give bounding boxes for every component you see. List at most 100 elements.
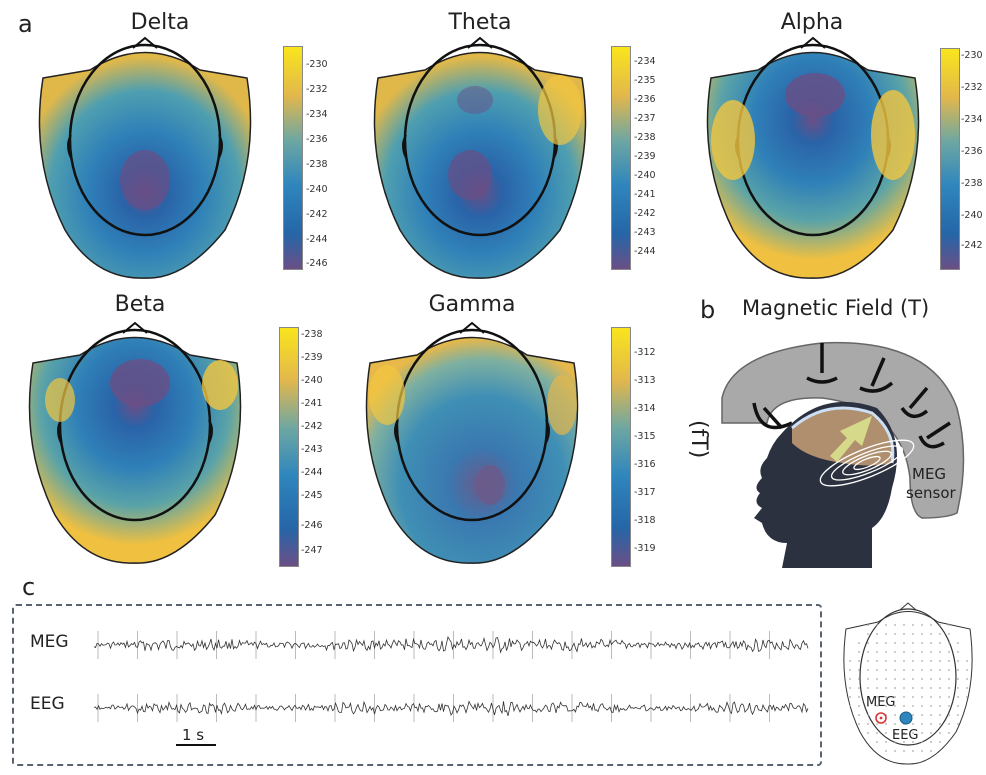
tick-label: -242: [634, 208, 656, 219]
sensor-dot: [948, 687, 950, 689]
sensor-dot: [966, 669, 968, 671]
sensor-dot: [939, 714, 941, 716]
sensor-dot: [912, 696, 914, 698]
colorbar-ticks-delta: -230 -232 -234 -236 -238 -240 -242 -244 …: [306, 46, 346, 269]
tick-label: -316: [634, 459, 656, 470]
sensor-dot: [885, 678, 887, 680]
sensor-dot: [930, 633, 932, 635]
sensor-dot: [903, 633, 905, 635]
sensor-dot: [921, 714, 923, 716]
sensor-dot: [948, 633, 950, 635]
tick-label: -245: [301, 490, 323, 501]
tick-label: -246: [306, 258, 328, 269]
tick-label: -238: [306, 159, 328, 170]
unit-label: (fT): [686, 420, 711, 459]
sensor-dot: [921, 678, 923, 680]
sensor-dot: [957, 669, 959, 671]
panel-b-title: Magnetic Field (T): [742, 296, 930, 320]
sensor-dot: [876, 660, 878, 662]
sensor-dot: [858, 669, 860, 671]
panel-label-a: a: [18, 10, 33, 38]
sensor-dot: [966, 678, 968, 680]
sensor-dot: [876, 669, 878, 671]
sensor-dot: [930, 624, 932, 626]
sensor-dot: [903, 687, 905, 689]
topomap-title-delta: Delta: [130, 10, 190, 35]
sensor-dot: [948, 678, 950, 680]
trace-label-meg: MEG: [30, 632, 69, 652]
sensor-dot: [858, 723, 860, 725]
colorbar-theta: [611, 46, 631, 270]
sensor-dot: [939, 669, 941, 671]
sensor-dot: [903, 732, 905, 734]
sensor-dot: [948, 714, 950, 716]
tick-label: -234: [634, 56, 656, 67]
sensor-dot: [894, 624, 896, 626]
sensor-dot: [939, 660, 941, 662]
sensor-dot: [912, 723, 914, 725]
sensor-dot: [966, 687, 968, 689]
sensor-dot: [894, 723, 896, 725]
sensor-dot: [858, 696, 860, 698]
sensor-dot: [912, 651, 914, 653]
tick-label: -230: [306, 59, 328, 70]
sensor-dot: [894, 633, 896, 635]
sensor-dot: [912, 633, 914, 635]
sensor-dot: [894, 642, 896, 644]
sensor-dot: [912, 750, 914, 752]
sensor-dot: [885, 633, 887, 635]
sensor-dot: [903, 741, 905, 743]
sensor-dot: [948, 696, 950, 698]
sensor-dot: [849, 687, 851, 689]
sensor-dot: [930, 714, 932, 716]
sensor-dot: [939, 624, 941, 626]
tick-label: -234: [961, 114, 983, 125]
sensor-dot: [894, 696, 896, 698]
inset-meg-label: MEG: [866, 695, 896, 710]
sensor-dot: [957, 678, 959, 680]
sensor-dot: [903, 642, 905, 644]
tick-label: -239: [301, 352, 323, 363]
sensor-dot: [894, 750, 896, 752]
sensor-dot: [912, 687, 914, 689]
sensor-dot: [921, 624, 923, 626]
sensor-dot: [894, 669, 896, 671]
tick-label: -232: [306, 84, 328, 95]
panel-label-b: b: [700, 296, 716, 324]
inset-eeg-label: EEG: [892, 728, 919, 743]
tick-label: -312: [634, 347, 656, 358]
tick-label: -240: [301, 375, 323, 386]
sensor-dot: [867, 678, 869, 680]
sensor-dot: [903, 660, 905, 662]
sensor-dot: [912, 714, 914, 716]
sensor-dot: [966, 660, 968, 662]
trace-label-eeg: EEG: [30, 694, 65, 714]
tick-label: -244: [301, 467, 323, 478]
sensor-dot: [939, 633, 941, 635]
sensor-dot: [930, 660, 932, 662]
sensor-dot: [921, 705, 923, 707]
tick-label: -242: [961, 240, 983, 251]
tick-label: -243: [634, 227, 656, 238]
colorbar-ticks-gamma: -312 -313 -314 -315 -316 -317 -318 -319: [634, 327, 664, 565]
sensor-dot: [930, 705, 932, 707]
sensor-dot: [921, 633, 923, 635]
trace-box: [12, 604, 822, 766]
sensor-dot: [858, 678, 860, 680]
meg-sensor-label-2: sensor: [906, 484, 956, 502]
tick-label: -247: [301, 545, 323, 556]
sensor-dot: [957, 714, 959, 716]
tick-label: -317: [634, 487, 656, 498]
tick-label: -237: [634, 113, 656, 124]
tick-label: -240: [634, 170, 656, 181]
eeg-trace: [93, 694, 809, 722]
sensor-dot: [939, 723, 941, 725]
colorbar-alpha: [940, 48, 960, 270]
tick-label: -230: [961, 50, 983, 61]
sensor-dot: [876, 723, 878, 725]
sensor-dot: [966, 696, 968, 698]
colorbar-beta: [279, 327, 299, 567]
tick-label: -319: [634, 543, 656, 554]
sensor-dot: [939, 732, 941, 734]
topomap-title-alpha: Alpha: [780, 10, 844, 35]
